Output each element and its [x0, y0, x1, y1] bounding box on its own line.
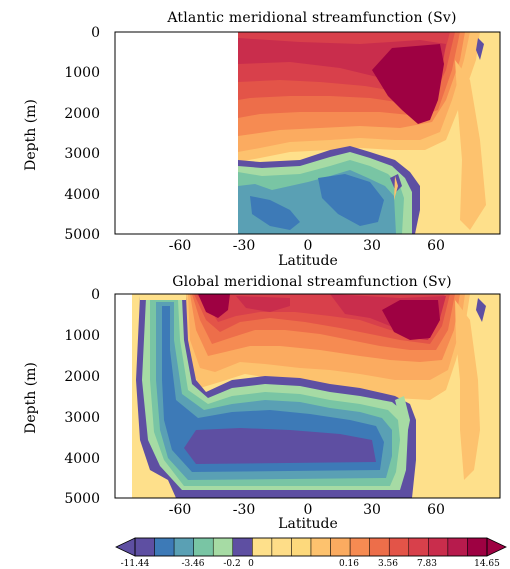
- atlantic-y-ticks: 0 1000 2000 3000 4000 5000: [64, 25, 100, 243]
- atlantic-panel: Atlantic meridional streamfunction (Sv): [23, 10, 501, 269]
- atlantic-ytick: 1000: [64, 65, 100, 81]
- colorbar-tick: -3.46: [181, 559, 204, 569]
- colorbar-cell: [408, 537, 429, 557]
- colorbar-cells: [134, 537, 488, 557]
- colorbar-cell: [173, 537, 194, 557]
- colorbar-tick: 0: [248, 559, 254, 569]
- colorbar: -11.44 -3.46 -0.2 0 0.16 3.56 7.83 14.65: [115, 537, 507, 569]
- atlantic-ytick: 0: [91, 25, 100, 41]
- atlantic-frame: [114, 31, 501, 235]
- colorbar-cell: [134, 537, 155, 557]
- colorbar-cell: [252, 537, 273, 557]
- atlantic-xtick: -60: [169, 238, 192, 254]
- atlantic-xtick: 60: [427, 238, 445, 254]
- colorbar-ticks: -11.44 -3.46 -0.2 0 0.16 3.56 7.83 14.65: [121, 559, 501, 569]
- global-xtick: 30: [363, 502, 381, 518]
- global-panel: Global meridional streamfunction (Sv): [23, 274, 501, 532]
- colorbar-cell: [193, 537, 214, 557]
- colorbar-frame: [134, 537, 488, 557]
- global-y-ticks: 0 1000 2000 3000 4000 5000: [64, 287, 100, 507]
- global-xtick: -60: [169, 502, 192, 518]
- colorbar-tick: 0.16: [339, 559, 359, 569]
- global-x-ticks: -60 -30 0 30 60: [169, 502, 445, 518]
- atlantic-ytick: 2000: [64, 106, 100, 122]
- atlantic-ytick: 3000: [64, 146, 100, 162]
- colorbar-min-extend: [115, 537, 136, 557]
- colorbar-tick: -0.2: [223, 559, 240, 569]
- colorbar-tick: 14.65: [474, 559, 500, 569]
- colorbar-cell: [291, 537, 312, 557]
- atlantic-xtick: 0: [304, 238, 313, 254]
- global-contours: [115, 294, 500, 498]
- colorbar-cell: [330, 537, 351, 557]
- global-ytick: 4000: [64, 451, 100, 467]
- colorbar-tick: 3.56: [378, 559, 398, 569]
- global-ytick: 1000: [64, 328, 100, 344]
- atlantic-xtick: -30: [233, 238, 256, 254]
- global-xtick: 60: [427, 502, 445, 518]
- colorbar-tick: 7.83: [417, 559, 437, 569]
- colorbar-tick: -11.44: [121, 559, 150, 569]
- atlantic-ytick: 5000: [64, 227, 100, 243]
- atlantic-contours: [115, 32, 500, 234]
- global-ytick: 5000: [64, 491, 100, 507]
- global-frame: [114, 293, 501, 499]
- global-xlabel: Latitude: [278, 516, 338, 532]
- colorbar-cell: [447, 537, 468, 557]
- global-ytick: 0: [91, 287, 100, 303]
- atlantic-title: Atlantic meridional streamfunction (Sv): [166, 10, 456, 26]
- colorbar-cell: [467, 537, 488, 557]
- colorbar-cell: [369, 537, 390, 557]
- atlantic-xtick: 30: [363, 238, 381, 254]
- atlantic-ytick: 4000: [64, 187, 100, 203]
- colorbar-max-extend: [486, 537, 507, 557]
- colorbar-cell: [388, 537, 410, 557]
- colorbar-cell: [212, 537, 234, 557]
- atlantic-xlabel: Latitude: [278, 253, 338, 269]
- atlantic-x-ticks: -60 -30 0 30 60: [169, 238, 445, 254]
- global-xtick: -30: [233, 502, 256, 518]
- global-ytick: 3000: [64, 410, 100, 426]
- colorbar-cell: [310, 537, 331, 557]
- colorbar-cell: [428, 537, 449, 557]
- global-xtick: 0: [304, 502, 313, 518]
- colorbar-cell: [349, 537, 370, 557]
- colorbar-cell: [271, 537, 292, 557]
- global-ytick: 2000: [64, 369, 100, 385]
- atlantic-ylabel: Depth (m): [23, 99, 39, 171]
- colorbar-cell: [232, 537, 253, 557]
- colorbar-cell: [154, 537, 175, 557]
- global-title: Global meridional streamfunction (Sv): [172, 274, 452, 290]
- global-ylabel: Depth (m): [23, 362, 39, 434]
